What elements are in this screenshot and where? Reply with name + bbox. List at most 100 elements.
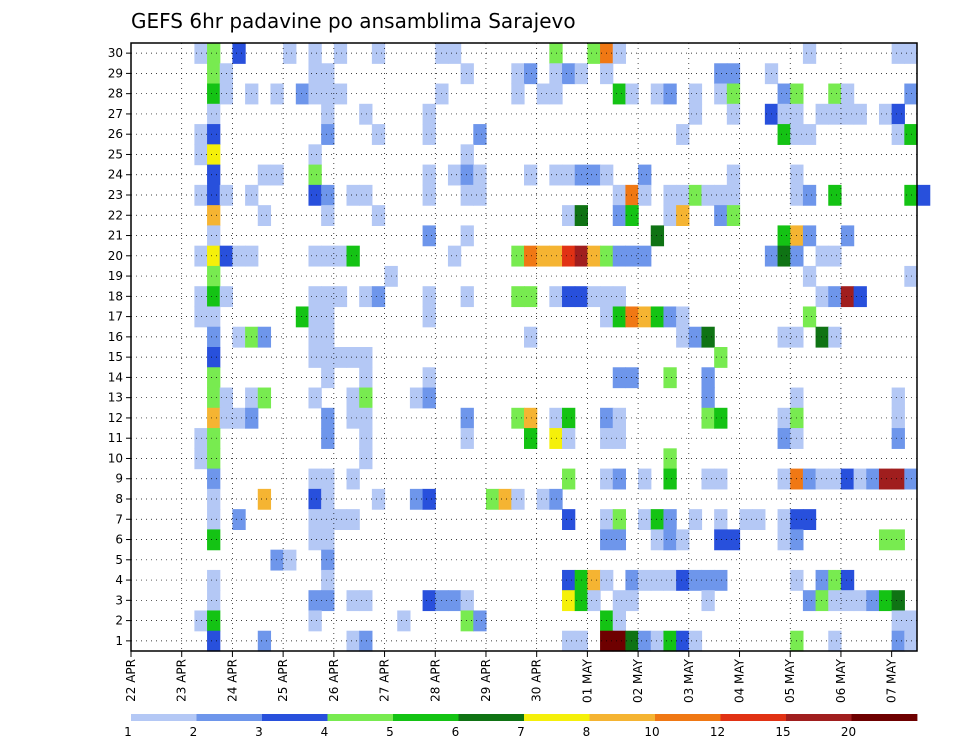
heatmap-cell — [460, 144, 474, 166]
heatmap-cell — [207, 407, 221, 429]
heatmap-cell — [511, 63, 525, 85]
colorbar-segment — [131, 714, 197, 721]
heatmap-cell — [321, 286, 335, 308]
heatmap-cell — [321, 407, 335, 429]
x-tick-label: 25 APR — [276, 659, 290, 702]
heatmap-cell — [511, 488, 525, 510]
heatmap-cell — [359, 347, 373, 368]
heatmap-cell — [422, 590, 436, 612]
heatmap-cell — [815, 286, 829, 308]
heatmap-cell — [308, 83, 322, 105]
colorbar-label: 12 — [710, 725, 725, 739]
heatmap-cell — [549, 286, 563, 308]
heatmap-cell — [308, 245, 322, 267]
colorbar-segment — [589, 714, 656, 721]
heatmap-cell — [676, 306, 690, 328]
heatmap-cell — [726, 164, 741, 186]
heatmap-cell — [777, 124, 791, 145]
heatmap-cell — [638, 468, 652, 490]
colorbar-label: 7 — [517, 725, 525, 739]
heatmap-cell — [562, 63, 576, 85]
heatmap-cell — [460, 286, 474, 308]
heatmap-cell — [321, 590, 335, 612]
heatmap-cell — [612, 428, 627, 449]
heatmap-cell — [308, 43, 322, 64]
heatmap-cell — [701, 407, 715, 429]
heatmap-cell — [422, 488, 436, 510]
y-tick-label: 5 — [115, 553, 123, 567]
heatmap-cell — [308, 184, 322, 206]
heatmap-cell — [308, 63, 322, 85]
colorbar-label: 3 — [255, 725, 263, 739]
heatmap-cell — [232, 43, 246, 64]
heatmap-cell — [359, 367, 373, 389]
heatmap-cell — [612, 610, 627, 632]
heatmap-cell — [625, 83, 639, 105]
x-tick-label: 05 MAY — [783, 658, 797, 703]
heatmap-cell — [207, 367, 221, 389]
heatmap-cell — [625, 569, 639, 591]
heatmap-cell — [714, 468, 728, 490]
heatmap-cell — [866, 468, 880, 490]
heatmap-cell — [726, 205, 741, 226]
heatmap-cell — [359, 448, 373, 470]
y-tick-label: 29 — [108, 66, 123, 80]
heatmap-cell — [828, 245, 842, 267]
y-tick-label: 17 — [108, 310, 123, 324]
colorbar-label: 10 — [644, 725, 659, 739]
heatmap-cell — [612, 407, 627, 429]
y-tick-label: 28 — [108, 87, 123, 101]
heatmap-cell — [371, 286, 386, 308]
heatmap-cell — [308, 164, 322, 186]
heatmap-cell — [891, 428, 905, 449]
heatmap-cell — [802, 265, 817, 287]
heatmap-cell — [676, 184, 690, 206]
heatmap-cell — [207, 43, 221, 64]
heatmap-cell — [688, 103, 703, 125]
heatmap-cell — [638, 306, 652, 328]
heatmap-cell — [587, 569, 601, 591]
heatmap-cell — [524, 164, 538, 186]
heatmap-cell — [346, 468, 360, 490]
heatmap-cell — [257, 488, 272, 510]
y-tick-label: 3 — [115, 593, 123, 607]
heatmap-cell — [207, 326, 221, 348]
x-tick-label: 04 MAY — [733, 658, 747, 703]
heatmap-cell — [422, 306, 436, 328]
y-tick-label: 23 — [108, 188, 123, 202]
heatmap-cell — [562, 428, 576, 449]
heatmap-cell — [802, 184, 817, 206]
heatmap-cell — [460, 407, 474, 429]
y-tick-label: 30 — [108, 46, 123, 60]
x-tick-label: 28 APR — [428, 659, 442, 702]
heatmap-cell — [828, 326, 842, 348]
heatmap-cell — [777, 83, 791, 105]
heatmap-cell — [612, 83, 627, 105]
heatmap-cell — [625, 367, 639, 389]
y-tick-label: 12 — [108, 411, 123, 425]
heatmap-cell — [663, 529, 677, 551]
heatmap-cell — [663, 509, 677, 530]
heatmap-cell — [207, 610, 221, 632]
y-tick-label: 20 — [108, 249, 123, 263]
heatmap-cell — [498, 488, 512, 510]
heatmap-cell — [904, 610, 918, 632]
heatmap-cell — [815, 468, 829, 490]
grid-lines — [131, 43, 917, 651]
heatmap-cell — [688, 184, 703, 206]
y-tick-label: 14 — [108, 370, 123, 384]
heatmap-cell — [828, 468, 842, 490]
colorbar-label: 15 — [775, 725, 790, 739]
heatmap-cell — [422, 387, 436, 409]
heatmap-cell — [270, 164, 284, 186]
heatmap-cell — [562, 590, 576, 612]
x-tick-label: 02 MAY — [631, 658, 645, 703]
heatmap-cell — [587, 245, 601, 267]
heatmap-cell — [207, 488, 221, 510]
heatmap-cell — [828, 103, 842, 125]
heatmap-cell — [726, 529, 741, 551]
y-tick-label: 19 — [108, 269, 123, 283]
heatmap-cell — [371, 43, 386, 64]
heatmap-cell — [714, 184, 728, 206]
heatmap-cell — [802, 509, 817, 530]
